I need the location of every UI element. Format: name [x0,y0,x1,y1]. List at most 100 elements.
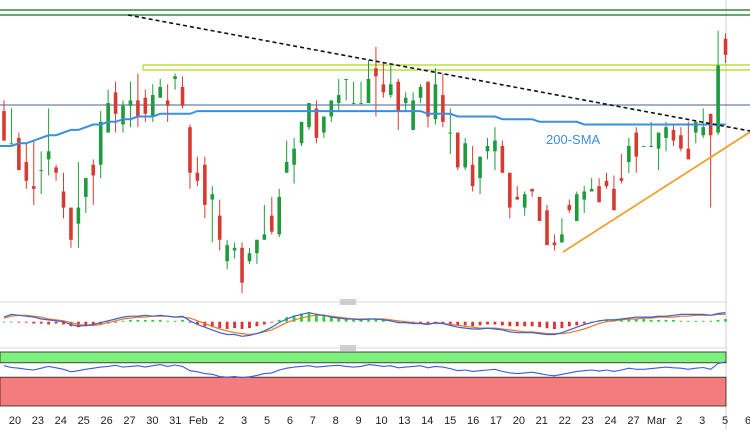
candle-bull [299,121,304,144]
macd-histogram-bar [240,321,244,330]
candle-bull [463,143,467,168]
sma-200-line [0,110,726,147]
candle-bear [195,172,200,181]
macd-histogram-bar [642,318,646,322]
candle-bear [679,135,683,149]
candle-bear [91,164,96,176]
macd-histogram-bar [672,319,675,322]
x-tick-label: 30 [146,415,158,427]
candle-bear [634,132,639,157]
candle-bull [411,100,415,130]
candle-bull [627,145,631,163]
x-tick-label: 10 [375,415,387,427]
x-tick-label: 6 [287,415,293,427]
candle-bull [98,121,103,165]
macd-histogram-bar [54,321,58,324]
macd-histogram-bar [91,321,95,326]
candle-bull [277,196,282,235]
macd-histogram-bar [181,319,184,322]
candle-bear [314,108,319,138]
candle-bear [396,81,401,112]
candle-bear [381,84,386,93]
macd-histogram-bar [448,321,452,325]
candle-bull [284,162,289,173]
candle-bull [292,148,296,165]
x-tick-label: 20 [513,415,525,427]
candle-bull [307,103,311,128]
candle-bear [2,111,6,141]
candle-bear [441,95,445,122]
x-tick-label: 21 [536,415,548,427]
candle-bull [329,100,334,117]
macd-histogram-bar [523,321,527,327]
candle-bull [39,170,43,172]
x-tick-label: 8 [333,415,339,427]
x-tick-label: 16 [467,415,479,427]
macd-histogram-bar [270,321,274,323]
candle-bull [389,84,393,96]
macd-histogram-bar [538,321,541,328]
candle-bear [597,186,601,203]
macd-line [3,311,726,337]
candle-bear [671,129,676,141]
macd-histogram-bar [441,321,445,324]
x-tick-label: 26 [100,415,112,427]
x-tick-label: 23 [582,415,594,427]
candle-bear [69,207,73,240]
macd-histogram-bar [359,319,363,322]
candle-bull [493,140,497,152]
x-tick-label: 17 [490,415,502,427]
macd-histogram-bar [456,321,460,326]
candle-bear [604,180,609,187]
macd-histogram-bar [17,321,21,323]
macd-histogram-bar [374,318,378,322]
macd-histogram-bar [47,321,51,325]
right-axis-strip [726,0,750,430]
candle-bear [686,148,691,160]
x-tick-label: 7 [310,415,316,427]
macd-histogram-bar [151,319,155,322]
x-tick-label: 24 [604,415,616,427]
macd-histogram-bar [686,320,690,322]
macd-histogram-bar [419,321,422,324]
rsi-panel [0,351,727,407]
candle-bull [336,95,341,104]
macd-histogram-bar [530,321,534,327]
macd-histogram-bar [367,318,370,322]
candle-bear [143,97,148,114]
macd-histogram-bar [560,321,564,329]
candle-bear [515,196,520,200]
macd-histogram-bar [567,321,571,327]
macd-histogram-bar [657,319,660,322]
macd-histogram-bar [10,321,13,323]
macd-histogram-bar [84,321,88,327]
sma-label: 200-SMA [546,132,601,147]
candle-bull [485,145,490,152]
macd-histogram-bar [255,321,259,327]
candle-bull [418,87,423,98]
macd-histogram-bar [210,321,214,328]
macd-histogram-bar [143,319,147,322]
macd-histogram-bar [233,321,236,329]
macd-histogram-bar [218,321,222,329]
rsi-oversold-band [0,376,727,407]
macd-histogram-bar [114,321,117,323]
candle-bear [723,38,728,55]
macd-signal-line [3,313,726,336]
macd-histogram-bar [173,320,177,322]
candle-bull [351,103,356,105]
candle-bull [84,178,88,197]
rsi-line [3,361,726,379]
candle-bear [470,164,475,187]
candle-bull [448,132,453,134]
macd-histogram-bar [292,315,296,322]
candle-bull [232,247,237,251]
rsi-overbought-band [0,351,727,364]
candle-bear [374,68,378,77]
candle-bear [567,204,572,211]
macd-histogram-bar [248,321,251,329]
macd-histogram-bar [724,318,727,322]
macd-histogram-bar [515,321,519,327]
